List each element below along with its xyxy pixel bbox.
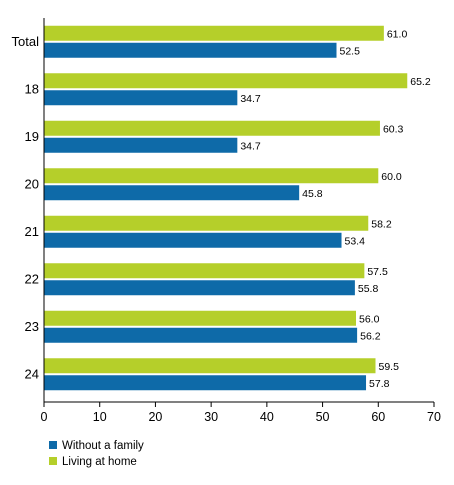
x-tick-label-30: 30 bbox=[204, 410, 218, 424]
category-label-18: 18 bbox=[25, 81, 39, 96]
x-tick-label-0: 0 bbox=[41, 410, 48, 424]
value-label-living-at-home-20: 60.0 bbox=[381, 171, 402, 183]
bar-without-family-18 bbox=[44, 90, 238, 106]
bar-without-family-20 bbox=[44, 185, 300, 201]
value-label-without-family-20: 45.8 bbox=[302, 188, 323, 200]
value-label-without-family-23: 56.2 bbox=[360, 330, 381, 342]
bar-living-at-home-19 bbox=[44, 120, 380, 136]
category-label-19: 19 bbox=[25, 129, 39, 144]
legend-swatch-without-family bbox=[49, 441, 57, 449]
value-label-living-at-home-24: 59.5 bbox=[379, 361, 400, 373]
bar-without-family-23 bbox=[44, 327, 358, 343]
legend: Without a family Living at home bbox=[49, 440, 144, 468]
x-axis: 0 10 20 30 40 50 60 70 bbox=[41, 18, 441, 424]
category-label-20: 20 bbox=[25, 176, 39, 191]
value-label-living-at-home-total: 61.0 bbox=[387, 28, 408, 40]
category-label-total: Total bbox=[12, 34, 40, 49]
bar-living-at-home-21 bbox=[44, 215, 369, 231]
value-label-living-at-home-19: 60.3 bbox=[383, 123, 404, 135]
value-label-without-family-18: 34.7 bbox=[240, 93, 261, 105]
value-label-without-family-24: 57.8 bbox=[369, 378, 390, 390]
x-tick-label-60: 60 bbox=[371, 410, 385, 424]
legend-label-without-family: Without a family bbox=[62, 440, 144, 452]
value-label-without-family-21: 53.4 bbox=[345, 235, 366, 247]
legend-label-living-at-home: Living at home bbox=[62, 456, 137, 468]
bar-without-family-22 bbox=[44, 280, 355, 296]
x-tick-label-50: 50 bbox=[316, 410, 330, 424]
bar-without-family-21 bbox=[44, 232, 342, 248]
x-tick-label-70: 70 bbox=[427, 410, 441, 424]
value-label-living-at-home-23: 56.0 bbox=[359, 313, 380, 325]
value-label-living-at-home-21: 58.2 bbox=[371, 218, 392, 230]
category-label-23: 23 bbox=[25, 319, 39, 334]
x-tick-label-20: 20 bbox=[148, 410, 162, 424]
category-label-21: 21 bbox=[25, 224, 39, 239]
bar-living-at-home-20 bbox=[44, 168, 379, 184]
category-label-24: 24 bbox=[25, 366, 39, 381]
labels-layer: 61.0 52.5 Total 65.2 34.7 18 60.3 34.7 19 60.0 45.… bbox=[12, 28, 431, 390]
value-label-without-family-22: 55.8 bbox=[358, 283, 379, 295]
bar-living-at-home-22 bbox=[44, 263, 365, 279]
bar-living-at-home-23 bbox=[44, 310, 356, 326]
x-tick-label-10: 10 bbox=[93, 410, 107, 424]
value-label-without-family-total: 52.5 bbox=[340, 45, 361, 57]
value-label-living-at-home-22: 57.5 bbox=[367, 266, 388, 278]
bar-without-family-24 bbox=[44, 375, 367, 391]
bars-layer bbox=[44, 25, 408, 391]
bar-living-at-home-24 bbox=[44, 358, 376, 374]
x-tick-label-40: 40 bbox=[260, 410, 274, 424]
bar-without-family-total bbox=[44, 42, 337, 58]
bar-living-at-home-total bbox=[44, 25, 384, 41]
bar-living-at-home-18 bbox=[44, 73, 408, 89]
value-label-living-at-home-18: 65.2 bbox=[410, 76, 431, 88]
category-label-22: 22 bbox=[25, 271, 39, 286]
value-label-without-family-19: 34.7 bbox=[240, 140, 261, 152]
legend-swatch-living-at-home bbox=[49, 457, 57, 465]
bar-without-family-19 bbox=[44, 137, 238, 153]
